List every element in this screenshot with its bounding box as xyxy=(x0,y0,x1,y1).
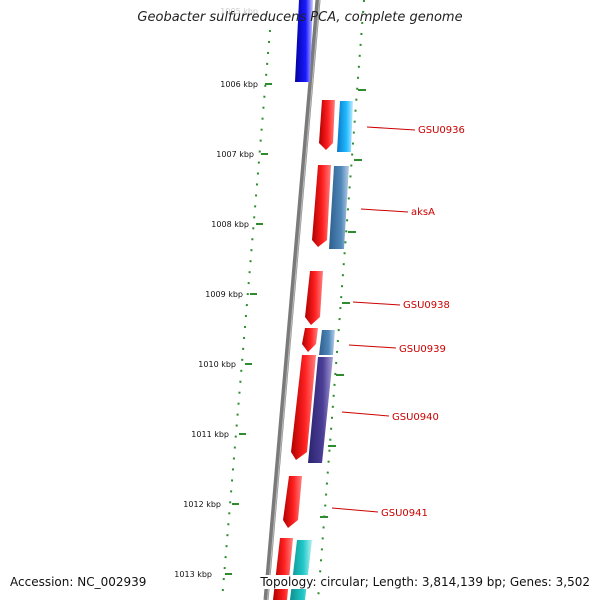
outer-ticks xyxy=(320,89,366,518)
kbp-label: 1010 kbp xyxy=(198,360,236,369)
kbp-label: 1013 kbp xyxy=(174,570,212,579)
gene-forward[interactable] xyxy=(312,165,331,247)
gene-cyan-bottom[interactable] xyxy=(290,540,312,600)
kbp-label: 1006 kbp xyxy=(220,80,258,89)
gene-blue-top[interactable] xyxy=(295,0,313,82)
gene-aksA[interactable] xyxy=(329,166,349,249)
kbp-label: 1012 kbp xyxy=(183,500,221,509)
gene-forward[interactable] xyxy=(283,476,302,528)
outer-dotted-track xyxy=(317,0,365,600)
leader-line xyxy=(331,507,379,513)
leader-line xyxy=(360,208,409,213)
gene-GSU0939[interactable] xyxy=(319,330,335,355)
kbp-label: 1007 kbp xyxy=(216,150,254,159)
label-leaders xyxy=(331,126,416,513)
leader-line xyxy=(348,344,397,349)
genome-backbone-highlight xyxy=(266,0,321,600)
gene-label-aksA[interactable]: aksA xyxy=(411,207,435,218)
gene-label-GSU0939[interactable]: GSU0939 xyxy=(399,344,446,355)
gene-forward[interactable] xyxy=(302,328,318,352)
leader-line xyxy=(366,126,416,131)
kbp-label: 1008 kbp xyxy=(211,220,249,229)
gene-label-GSU0936[interactable]: GSU0936 xyxy=(418,125,465,136)
topology-text: Topology: circular; Length: 3,814,139 bp… xyxy=(260,575,590,589)
gene-forward[interactable] xyxy=(273,538,293,600)
gene-GSU0940[interactable] xyxy=(308,357,333,463)
kbp-label: 1011 kbp xyxy=(191,430,229,439)
gene-forward[interactable] xyxy=(291,355,316,460)
accession-text: Accession: NC_002939 xyxy=(10,575,147,589)
genome-backbone xyxy=(263,0,321,600)
gene-label-GSU0938[interactable]: GSU0938 xyxy=(403,300,450,311)
kbp-ticks xyxy=(225,83,272,575)
leader-line xyxy=(352,301,401,306)
gene-label-GSU0941[interactable]: GSU0941 xyxy=(381,508,428,519)
kbp-label: 1005 kbp xyxy=(220,7,258,16)
gene-GSU0936[interactable] xyxy=(337,101,353,152)
map-title: Geobacter sulfurreducens PCA, complete g… xyxy=(137,10,463,25)
leader-line xyxy=(341,411,390,417)
kbp-label: 1009 kbp xyxy=(205,290,243,299)
inner-dotted-track xyxy=(221,29,271,600)
gene-forward[interactable] xyxy=(305,271,323,325)
gene-forward[interactable] xyxy=(319,100,335,150)
gene-label-GSU0940[interactable]: GSU0940 xyxy=(392,412,439,423)
